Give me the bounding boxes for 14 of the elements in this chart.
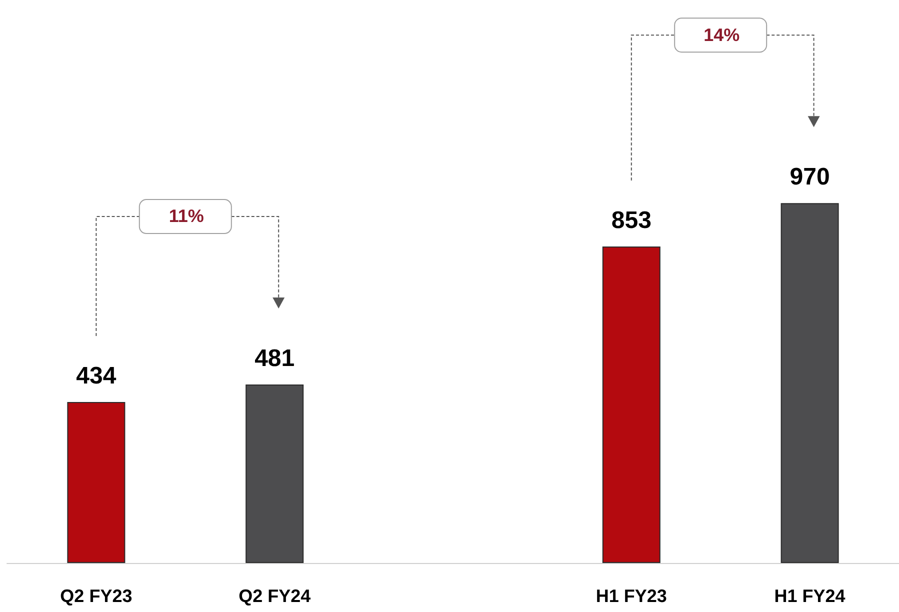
x-tick-label: H1 FY23 xyxy=(596,586,667,606)
x-tick-label: Q2 FY24 xyxy=(238,586,311,606)
data-label: 481 xyxy=(254,345,295,372)
annotation: 11% xyxy=(139,200,234,234)
data-label: 970 xyxy=(790,164,830,191)
data-label: 434 xyxy=(76,362,117,390)
bar xyxy=(602,246,660,563)
bar xyxy=(67,402,126,563)
text: 14% xyxy=(674,18,769,52)
bar xyxy=(246,384,304,563)
x-tick-label: H1 FY24 xyxy=(774,586,846,606)
data-label: 853 xyxy=(611,207,652,234)
bar xyxy=(780,203,839,563)
x-tick-label: Q2 FY23 xyxy=(60,586,132,606)
